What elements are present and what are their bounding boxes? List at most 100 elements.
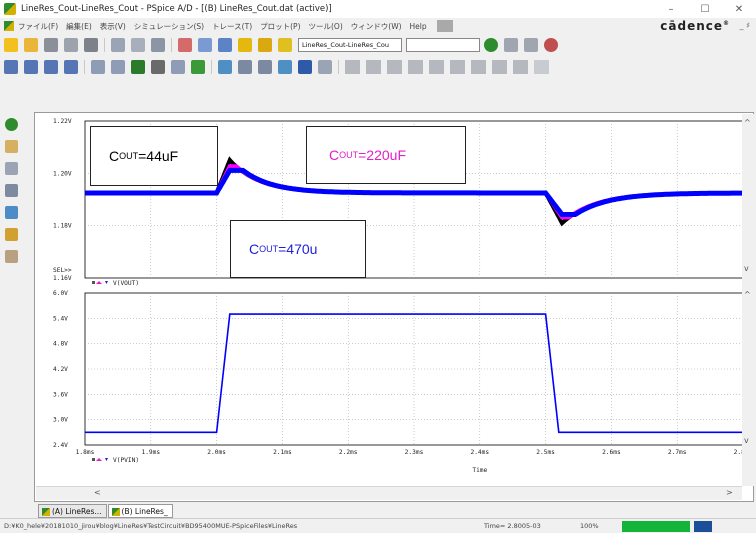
run-simulation-icon[interactable]	[5, 118, 18, 131]
log-x-icon[interactable]	[91, 60, 105, 74]
marker-icon[interactable]	[278, 38, 292, 52]
scroll-up-icon[interactable]: ^	[744, 290, 751, 299]
profile-select[interactable]: LineRes_Cout-LineRes_Cou	[298, 38, 402, 52]
pause-icon[interactable]	[504, 38, 518, 52]
mdi-controls[interactable]: _ ♯	[739, 21, 750, 30]
toggle-icon[interactable]	[298, 60, 312, 74]
menu-help[interactable]: Help	[409, 21, 427, 31]
zoom-area-icon[interactable]	[44, 60, 58, 74]
watch-icon[interactable]	[5, 206, 18, 219]
simulation-profile-icon[interactable]	[218, 38, 232, 52]
menu-view[interactable]: 表示(V)	[99, 21, 126, 31]
scroll-up-icon[interactable]: ^	[744, 118, 751, 127]
scroll-left-icon[interactable]: <	[94, 488, 101, 497]
x-tick-label: 2.6ms	[602, 449, 621, 456]
log-icon[interactable]	[5, 250, 18, 263]
zoom-fit-icon[interactable]	[64, 60, 78, 74]
open-folder-icon[interactable]	[24, 38, 38, 52]
menu-edit[interactable]: 編集(E)	[66, 21, 92, 31]
run-icon[interactable]	[484, 38, 498, 52]
tab-b[interactable]: (B) LineRes_	[107, 504, 173, 518]
tab-a[interactable]: (A) LineRes...	[38, 504, 107, 518]
sel-marker: SEL>>	[53, 267, 72, 274]
annotation-sub: OUT	[339, 150, 359, 160]
zoom-in-icon[interactable]	[4, 60, 18, 74]
menu-plot[interactable]: プロット(P)	[260, 21, 301, 31]
bottom-y-tick-label: 3.6V	[53, 391, 68, 398]
annotation-value: =470u	[278, 241, 318, 257]
copy-icon[interactable]	[131, 38, 145, 52]
fourier-icon[interactable]	[111, 60, 125, 74]
excel-icon[interactable]	[191, 60, 205, 74]
x-tick-label: 2.4ms	[470, 449, 489, 456]
edit-profile-icon[interactable]	[238, 38, 252, 52]
cursor-icon[interactable]	[218, 60, 232, 74]
annotation-sub: OUT	[119, 151, 139, 161]
status-bar: D:¥K0_hele¥20181010_jirou¥blog¥LineRes¥T…	[0, 518, 756, 533]
status-indicator	[694, 520, 712, 532]
view-netlist-icon[interactable]	[5, 140, 18, 153]
cursor-search-icon[interactable]	[471, 60, 486, 74]
grid-icon[interactable]	[318, 60, 332, 74]
tab-b-label: (B) LineRes_	[121, 507, 168, 516]
mark-icon[interactable]	[278, 60, 292, 74]
measure-icon[interactable]	[238, 60, 252, 74]
tab-a-label: (A) LineRes...	[52, 507, 102, 516]
cursor-min-icon[interactable]	[408, 60, 423, 74]
main-toolbar: LineRes_Cout-LineRes_Cou	[0, 34, 756, 56]
scroll-down-icon[interactable]: v	[744, 264, 749, 273]
horizontal-scrollbar[interactable]: < >	[36, 486, 742, 500]
record-icon[interactable]	[544, 38, 558, 52]
eval-icon[interactable]	[171, 60, 185, 74]
bottom-y-tick-label: 4.2V	[53, 366, 68, 373]
menu-trace[interactable]: トレース(T)	[212, 21, 253, 31]
cursor-mark-icon[interactable]	[513, 60, 528, 74]
minimize-button[interactable]: –	[668, 3, 674, 15]
cut-icon[interactable]	[111, 38, 125, 52]
cursor-next-icon[interactable]	[492, 60, 507, 74]
close-button[interactable]: ✕	[734, 3, 744, 15]
new-file-icon[interactable]	[4, 38, 18, 52]
toolbar-separator	[84, 60, 85, 74]
print-icon[interactable]	[84, 38, 98, 52]
label-icon[interactable]	[258, 60, 272, 74]
cursor-trough-icon[interactable]	[366, 60, 381, 74]
scroll-down-icon[interactable]: v	[744, 436, 749, 445]
undo-icon[interactable]	[178, 38, 192, 52]
scroll-right-icon[interactable]: >	[726, 488, 733, 497]
zoom-out-icon[interactable]	[24, 60, 38, 74]
title-bar: LineRes_Cout-LineRes_Cout - PSpice A/D -…	[0, 0, 756, 18]
add-trace-icon[interactable]	[151, 60, 165, 74]
vertical-scrollbar[interactable]: ^ v ^ v	[742, 114, 754, 486]
menu-simulation[interactable]: シミュレーション(S)	[133, 21, 205, 31]
x-tick-label: 2.0ms	[207, 449, 226, 456]
bottom-y-tick-label: 3.0V	[53, 417, 68, 424]
menu-window[interactable]: ウィンドウ(W)	[350, 21, 402, 31]
cursor-slope-icon[interactable]	[387, 60, 402, 74]
save-all-icon[interactable]	[64, 38, 78, 52]
status-time: Time= 2.8005-03	[484, 522, 541, 530]
cursor-settings-icon[interactable]	[534, 60, 549, 74]
document-icon[interactable]	[4, 21, 14, 31]
menu-file[interactable]: ファイル(F)	[18, 21, 59, 31]
bias-icon[interactable]	[5, 228, 18, 241]
redo-icon[interactable]	[198, 38, 212, 52]
cursor-max-icon[interactable]	[429, 60, 444, 74]
maximize-button[interactable]: ☐	[700, 3, 710, 15]
output-file-icon[interactable]	[5, 162, 18, 175]
cursor-point-icon[interactable]	[450, 60, 465, 74]
toolbar-separator	[104, 38, 105, 52]
annotation-cout-220uf: C OUT =220uF	[306, 126, 466, 184]
stop-icon[interactable]	[524, 38, 538, 52]
save-icon[interactable]	[44, 38, 58, 52]
simulation-results-icon[interactable]	[5, 184, 18, 197]
view-output-icon[interactable]	[258, 38, 272, 52]
menu-tools[interactable]: ツール(O)	[308, 21, 343, 31]
cursor-peak-icon[interactable]	[345, 60, 360, 74]
x-tick-label: 1.9ms	[141, 449, 160, 456]
search-field[interactable]	[406, 38, 480, 52]
performance-icon[interactable]	[131, 60, 145, 74]
paste-icon[interactable]	[151, 38, 165, 52]
top-y-tick-label: 1.20V	[53, 170, 72, 177]
